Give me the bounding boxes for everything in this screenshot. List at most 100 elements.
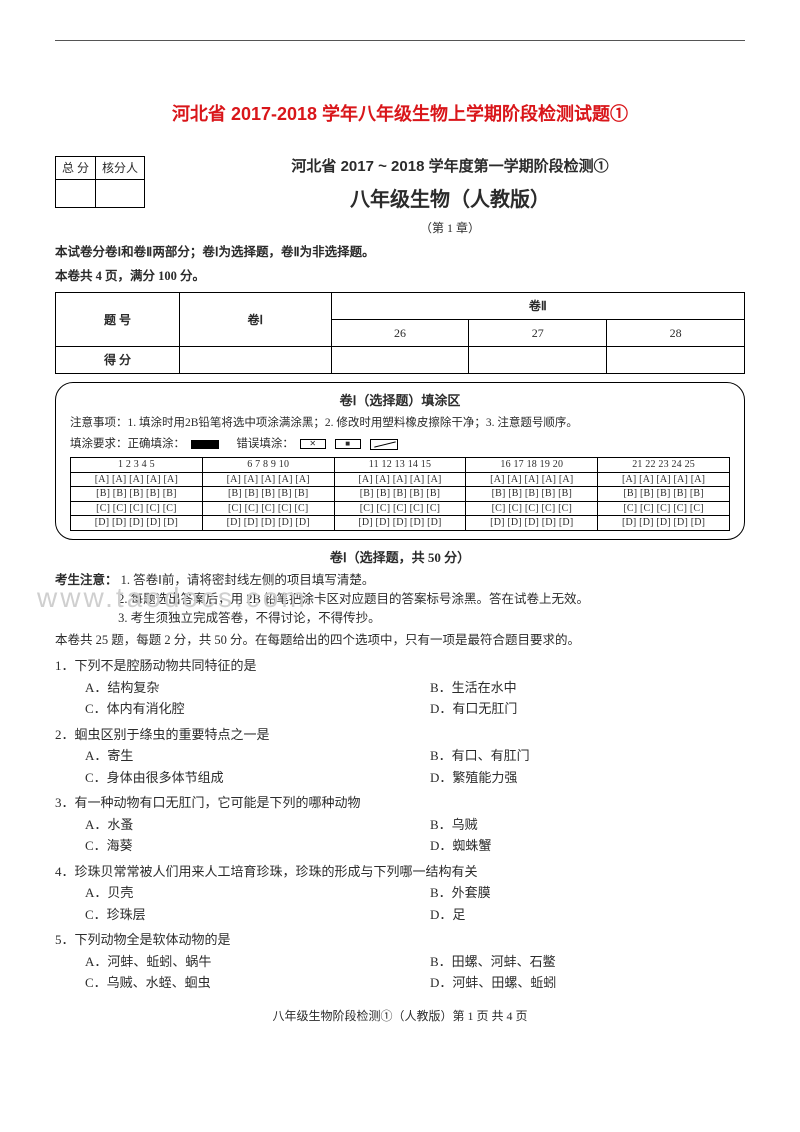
q5-stem: 5．下列动物全是软体动物的是 [55, 930, 745, 950]
q2-optB: B．有口、有肛门 [400, 746, 745, 766]
q2-stem: 2．蛔虫区别于绦虫的重要特点之一是 [55, 725, 745, 745]
bubble-g0-A: [A] [A] [A] [A] [A] [71, 472, 203, 487]
correct-fill-icon [191, 440, 219, 449]
q3-stem: 3．有一种动物有口无肛门，它可能是下列的哪种动物 [55, 793, 745, 813]
bubble-g2-nums: 11 12 13 14 15 [334, 458, 466, 473]
bubble-g4-C: [C] [C] [C] [C] [C] [598, 501, 730, 516]
sample-label-a: 填涂要求：正确填涂： [70, 438, 185, 450]
q4-optB: B．外套膜 [400, 883, 745, 903]
q2-optD: D．繁殖能力强 [400, 768, 745, 788]
question-3: 3．有一种动物有口无肛门，它可能是下列的哪种动物 A．水蚤 B．乌贼 C．海葵 … [55, 793, 745, 856]
defen-28 [607, 347, 745, 374]
bubble-g0-B: [B] [B] [B] [B] [B] [71, 487, 203, 502]
bubble-g4-A: [A] [A] [A] [A] [A] [598, 472, 730, 487]
th-defen: 得 分 [56, 347, 180, 374]
cell-27: 27 [469, 320, 607, 347]
bubble-g1-nums: 6 7 8 9 10 [202, 458, 334, 473]
bubble-g3-B: [B] [B] [B] [B] [B] [466, 487, 598, 502]
cell-26: 26 [331, 320, 469, 347]
notes-label: 考生注意： [55, 573, 118, 587]
q4-stem: 4．珍珠贝常常被人们用来人工培育珍珠，珍珠的形成与下列哪一结构有关 [55, 862, 745, 882]
bubble-g1-A: [A] [A] [A] [A] [A] [202, 472, 334, 487]
top-rule [55, 40, 745, 41]
score-box-table: 总 分 核分人 [55, 156, 145, 208]
bubble-g3-D: [D] [D] [D] [D] [D] [466, 516, 598, 531]
bubble-g2-A: [A] [A] [A] [A] [A] [334, 472, 466, 487]
desc-line2: 本卷共 4 页，满分 100 分。 [55, 267, 745, 286]
th-tihaо: 题 号 [56, 293, 180, 347]
bubble-g2-D: [D] [D] [D] [D] [D] [334, 516, 466, 531]
q5-optB: B．田螺、河蚌、石鳖 [400, 952, 745, 972]
bubble-title: 卷Ⅰ（选择题）填涂区 [70, 391, 730, 411]
defen-juan1 [180, 347, 332, 374]
question-4: 4．珍珠贝常常被人们用来人工培育珍珠，珍珠的形成与下列哪一结构有关 A．贝壳 B… [55, 862, 745, 925]
wrong-fill-icon-3 [370, 439, 398, 450]
q1-optA: A．结构复杂 [55, 678, 400, 698]
defen-27 [469, 347, 607, 374]
bubble-g1-B: [B] [B] [B] [B] [B] [202, 487, 334, 502]
q4-optA: A．贝壳 [55, 883, 400, 903]
bubble-answer-table: 1 2 3 4 5 6 7 8 9 10 11 12 13 14 15 16 1… [70, 457, 730, 531]
th-juan2: 卷Ⅱ [331, 293, 744, 320]
q2-optA: A．寄生 [55, 746, 400, 766]
section-heading: 卷Ⅰ（选择题，共 50 分） [55, 548, 745, 568]
q4-optD: D．足 [400, 905, 745, 925]
bubble-g3-C: [C] [C] [C] [C] [C] [466, 501, 598, 516]
page-title: 河北省 2017-2018 学年八年级生物上学期阶段检测试题① [55, 101, 745, 128]
bubble-g2-C: [C] [C] [C] [C] [C] [334, 501, 466, 516]
question-2: 2．蛔虫区别于绦虫的重要特点之一是 A．寄生 B．有口、有肛门 C．身体由很多体… [55, 725, 745, 788]
bubble-g3-A: [A] [A] [A] [A] [A] [466, 472, 598, 487]
bubble-g3-nums: 16 17 18 19 20 [466, 458, 598, 473]
header-line2: 八年级生物（人教版） [155, 185, 745, 215]
q3-optA: A．水蚤 [55, 815, 400, 835]
q3-optB: B．乌贼 [400, 815, 745, 835]
desc-line1: 本试卷分卷Ⅰ和卷Ⅱ两部分；卷Ⅰ为选择题，卷Ⅱ为非选择题。 [55, 243, 745, 262]
sample-label-b: 错误填涂： [236, 438, 294, 450]
bubble-g1-D: [D] [D] [D] [D] [D] [202, 516, 334, 531]
q2-optC: C．身体由很多体节组成 [55, 768, 400, 788]
notes-n2: 2. 每题选出答案后，用 2B 铅笔把涂卡区对应题目的答案标号涂黑。答在试卷上无… [118, 592, 589, 606]
q3-optD: D．蜘蛛蟹 [400, 836, 745, 856]
wrong-fill-icon-2: ■ [335, 439, 361, 449]
header-line1: 河北省 2017 ~ 2018 学年度第一学期阶段检测① [155, 156, 745, 179]
q1-optC: C．体内有消化腔 [55, 699, 400, 719]
bubble-g2-B: [B] [B] [B] [B] [B] [334, 487, 466, 502]
q4-optC: C．珍珠层 [55, 905, 400, 925]
q5-optD: D．河蚌、田螺、蚯蚓 [400, 973, 745, 993]
score-checker-cell [96, 180, 145, 208]
question-1: 1．下列不是腔肠动物共同特征的是 A．结构复杂 B．生活在水中 C．体内有消化腔… [55, 656, 745, 719]
header-text: 河北省 2017 ~ 2018 学年度第一学期阶段检测① 八年级生物（人教版） … [155, 156, 745, 237]
defen-26 [331, 347, 469, 374]
instructions: 本卷共 25 题，每题 2 分，共 50 分。在每题给出的四个选项中，只有一项是… [55, 631, 745, 650]
th-juan1: 卷Ⅰ [180, 293, 332, 347]
exam-notes: 考生注意： 1. 答卷Ⅰ前，请将密封线左侧的项目填写清楚。 2. 每题选出答案后… [55, 571, 745, 627]
q1-stem: 1．下列不是腔肠动物共同特征的是 [55, 656, 745, 676]
question-5: 5．下列动物全是软体动物的是 A．河蚌、蚯蚓、蜗牛 B．田螺、河蚌、石鳖 C．乌… [55, 930, 745, 993]
q5-optA: A．河蚌、蚯蚓、蜗牛 [55, 952, 400, 972]
notes-n3: 3. 考生须独立完成答卷，不得讨论，不得传抄。 [118, 611, 381, 625]
bubble-sample: 填涂要求：正确填涂： 错误填涂： ✕ ■ [70, 436, 730, 453]
bubble-g1-C: [C] [C] [C] [C] [C] [202, 501, 334, 516]
header-row: 总 分 核分人 河北省 2017 ~ 2018 学年度第一学期阶段检测① 八年级… [55, 156, 745, 237]
bubble-g0-nums: 1 2 3 4 5 [71, 458, 203, 473]
bubble-g4-D: [D] [D] [D] [D] [D] [598, 516, 730, 531]
q1-optD: D．有口无肛门 [400, 699, 745, 719]
header-line3: （第 1 章） [155, 219, 745, 237]
score-col-checker: 核分人 [96, 157, 145, 180]
wrong-fill-icon-1: ✕ [300, 439, 326, 449]
bubble-g4-B: [B] [B] [B] [B] [B] [598, 487, 730, 502]
q5-optC: C．乌贼、水蛭、蛔虫 [55, 973, 400, 993]
q3-optC: C．海葵 [55, 836, 400, 856]
score-col-total: 总 分 [56, 157, 96, 180]
bubble-g0-D: [D] [D] [D] [D] [D] [71, 516, 203, 531]
cell-28: 28 [607, 320, 745, 347]
score-total-cell [56, 180, 96, 208]
bubble-box: 卷Ⅰ（选择题）填涂区 注意事项：1. 填涂时用2B铅笔将选中项涂满涂黑；2. 修… [55, 382, 745, 540]
bubble-g0-C: [C] [C] [C] [C] [C] [71, 501, 203, 516]
section-score-table: 题 号 卷Ⅰ 卷Ⅱ 26 27 28 得 分 [55, 292, 745, 374]
notes-n1: 1. 答卷Ⅰ前，请将密封线左侧的项目填写清楚。 [121, 573, 375, 587]
bubble-g4-nums: 21 22 23 24 25 [598, 458, 730, 473]
q1-optB: B．生活在水中 [400, 678, 745, 698]
bubble-note: 注意事项：1. 填涂时用2B铅笔将选中项涂满涂黑；2. 修改时用塑料橡皮擦除干净… [70, 415, 730, 432]
page-footer: 八年级生物阶段检测①（人教版）第 1 页 共 4 页 [55, 1007, 745, 1025]
